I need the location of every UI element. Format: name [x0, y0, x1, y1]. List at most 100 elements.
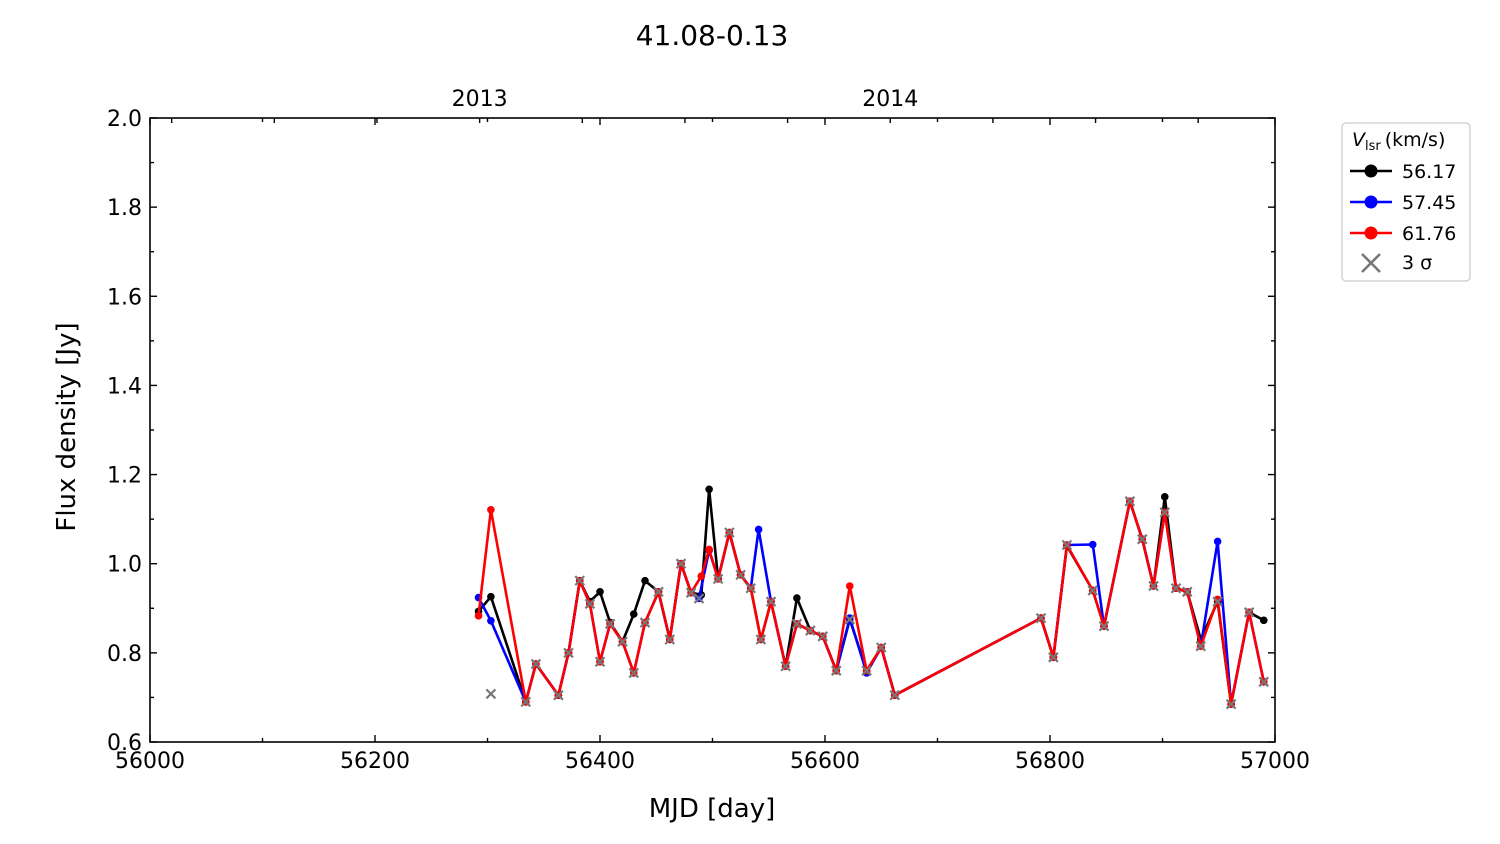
- legend: Vlsr (km/s) 56.17 57.45 61.76 3 σ: [1341, 122, 1471, 282]
- data-point: [705, 485, 713, 494]
- data-point: [793, 594, 801, 602]
- data-point: [596, 587, 604, 596]
- top-axis-year-label: 2013: [452, 87, 508, 112]
- sigma-marker: [584, 598, 596, 610]
- y-tick-label: 1.8: [107, 196, 142, 221]
- sigma-marker: [755, 634, 767, 645]
- y-tick-label: 0.8: [107, 642, 142, 667]
- x-axis-title: MJD [day]: [649, 794, 776, 824]
- sigma-marker: [628, 667, 640, 679]
- sigma-marker: [594, 656, 606, 668]
- sigma-marker: [653, 586, 664, 598]
- sigma-marker: [805, 625, 816, 636]
- sigma-marker: [1124, 496, 1136, 507]
- sigma-marker: [791, 618, 803, 630]
- sigma-marker: [1048, 652, 1059, 663]
- top-axis-year-label: 2014: [862, 87, 918, 112]
- sigma-marker: [745, 582, 757, 594]
- data-point: [1088, 540, 1097, 549]
- y-axis-title: Flux density [Jy]: [52, 322, 82, 531]
- sigma-marker: [1170, 582, 1182, 594]
- sigma-markers: [485, 496, 1270, 710]
- sigma-marker: [1136, 533, 1148, 545]
- plot-frame: [149, 117, 1276, 743]
- sigma-marker: [1098, 620, 1110, 632]
- sigma-marker: [861, 665, 872, 676]
- sigma-marker: [1061, 539, 1073, 551]
- legend-title: Vlsr (km/s): [1352, 129, 1445, 154]
- legend-box: [1341, 122, 1471, 282]
- sigma-marker: [664, 634, 676, 645]
- sigma-marker: [724, 527, 735, 538]
- data-point: [487, 505, 495, 514]
- y-tick-label: 1.0: [107, 553, 142, 578]
- data-point: [487, 616, 495, 625]
- data-point: [474, 612, 483, 620]
- data-point: [641, 576, 649, 585]
- sigma-marker: [553, 689, 564, 701]
- sigma-marker: [817, 631, 829, 642]
- x-tick-label: 57000: [1240, 749, 1310, 774]
- sigma-marker: [675, 558, 687, 569]
- data-point: [705, 545, 713, 554]
- series-61.76: [474, 497, 1268, 708]
- legend-entry-61.76: 61.76: [1350, 223, 1456, 245]
- sigma-marker: [712, 573, 724, 585]
- sigma-marker: [1181, 586, 1193, 598]
- y-tick-label: 1.4: [107, 374, 142, 399]
- sigma-marker: [844, 614, 856, 625]
- sigma-marker: [780, 660, 791, 672]
- sigma-marker: [563, 647, 574, 659]
- sigma-marker: [1148, 580, 1159, 592]
- sigma-marker: [830, 665, 842, 676]
- legend-label: 57.45: [1402, 192, 1456, 214]
- legend-entry-57.45: 57.45: [1350, 192, 1456, 214]
- sigma-marker: [1243, 607, 1255, 618]
- sigma-marker: [1212, 596, 1223, 607]
- legend-sigma-marker: [1361, 253, 1381, 273]
- sigma-marker: [1258, 676, 1270, 688]
- data-point: [487, 592, 495, 601]
- sigma-marker: [1195, 640, 1207, 652]
- sigma-marker: [685, 587, 697, 598]
- sigma-marker: [693, 593, 705, 604]
- data-point: [754, 525, 763, 534]
- series-line: [477, 487, 1265, 706]
- x-tick-label: 56400: [565, 749, 635, 774]
- legend-label: 56.17: [1402, 161, 1456, 183]
- legend-entries: 56.17 57.45 61.76: [1350, 161, 1456, 245]
- series-57.45: [474, 497, 1268, 708]
- sigma-marker: [1225, 698, 1237, 710]
- y-tick-label: 2.0: [107, 107, 142, 132]
- sigma-marker: [875, 642, 887, 653]
- sigma-marker: [765, 596, 777, 607]
- legend-marker: [1364, 226, 1378, 240]
- y-tick-label: 1.2: [107, 464, 142, 489]
- x-tick-label: 56200: [340, 749, 410, 774]
- sigma-marker: [1087, 585, 1099, 596]
- sigma-marker: [1159, 507, 1171, 518]
- data-point: [629, 610, 638, 618]
- data-point: [1213, 537, 1222, 546]
- data-point: [1213, 595, 1222, 604]
- y-tick-label: 1.6: [107, 285, 142, 310]
- axis-ticks: 56000 56200 56400 56600 56800 57000 0.6 0.8 1.0 1…: [107, 87, 1310, 774]
- data-point: [697, 572, 706, 580]
- sigma-marker: [639, 617, 651, 628]
- chart-title: 41.08-0.13: [636, 19, 789, 52]
- sigma-marker: [735, 569, 746, 581]
- sigma-marker: [617, 636, 628, 647]
- legend-sigma-label: 3 σ: [1402, 252, 1432, 274]
- series-line: [477, 499, 1266, 706]
- legend-entry-56.17: 56.17: [1350, 161, 1456, 183]
- sigma-marker: [604, 618, 616, 630]
- legend-label: 61.76: [1402, 223, 1456, 245]
- sigma-marker: [574, 575, 586, 586]
- sigma-marker: [889, 689, 901, 701]
- x-tick-label: 56000: [115, 749, 185, 774]
- y-tick-label: 0.6: [107, 731, 142, 756]
- data-point: [845, 582, 854, 590]
- sigma-marker: [520, 696, 532, 708]
- legend-marker: [1364, 164, 1378, 178]
